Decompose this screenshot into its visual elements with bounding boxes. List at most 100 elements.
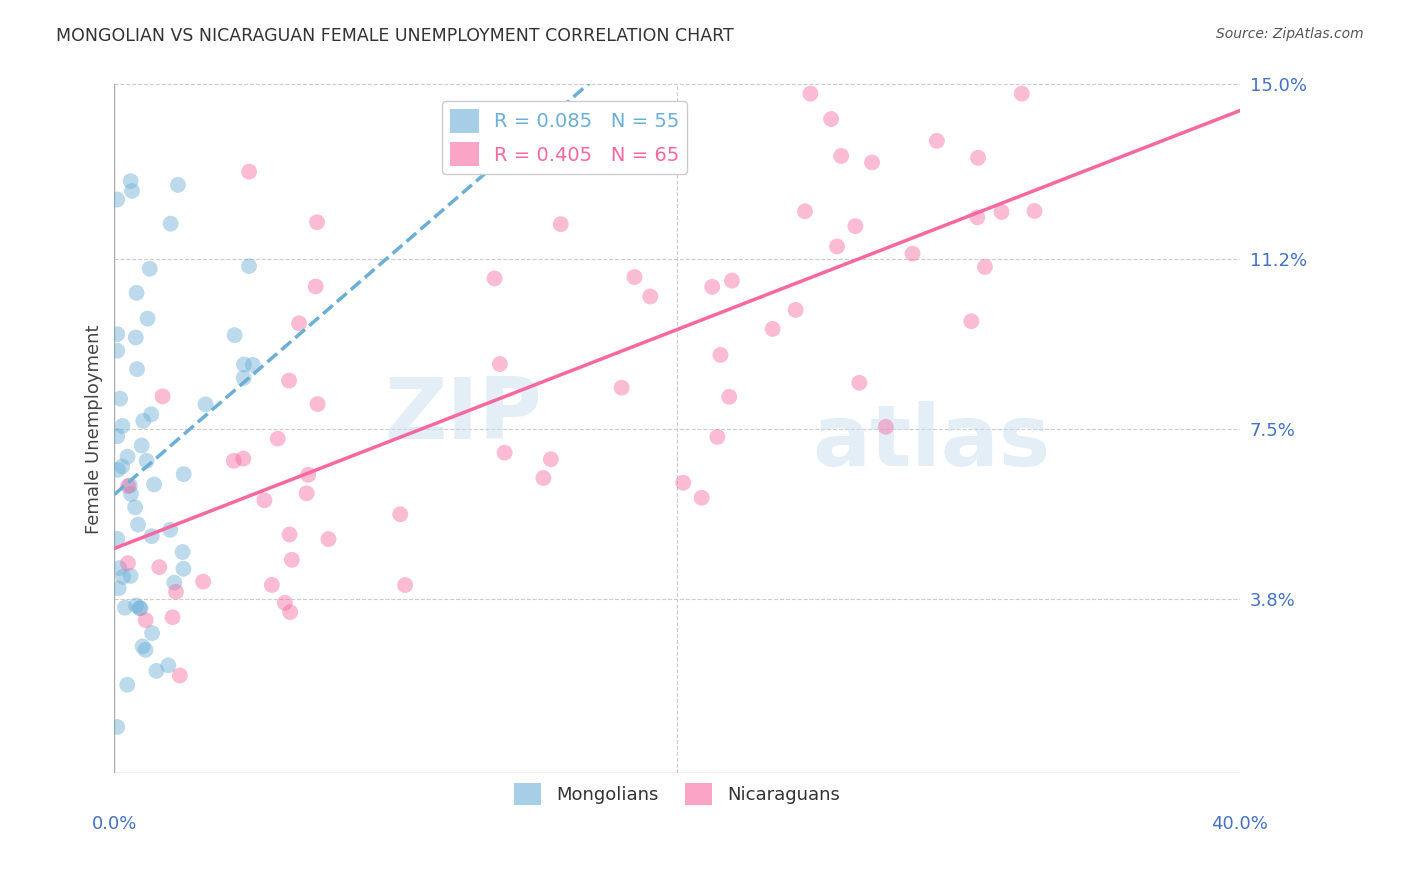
- Point: [278, 374, 301, 388]
- Point: [990, 205, 1012, 219]
- Point: [222, 454, 245, 468]
- Text: 0.0%: 0.0%: [91, 814, 138, 832]
- Point: [124, 500, 146, 515]
- Point: [105, 720, 128, 734]
- Point: [967, 151, 990, 165]
- Point: [173, 467, 195, 482]
- Point: [121, 184, 143, 198]
- Point: [125, 330, 148, 344]
- Point: [531, 471, 554, 485]
- Point: [167, 178, 190, 192]
- Point: [281, 553, 304, 567]
- Point: [232, 371, 254, 385]
- Point: [135, 613, 157, 627]
- Point: [825, 239, 848, 253]
- Point: [550, 217, 572, 231]
- Y-axis label: Female Unemployment: Female Unemployment: [86, 324, 103, 533]
- Text: Source: ZipAtlas.com: Source: ZipAtlas.com: [1216, 27, 1364, 41]
- Point: [105, 193, 128, 207]
- Point: [267, 432, 290, 446]
- Point: [794, 204, 817, 219]
- Point: [127, 517, 149, 532]
- Point: [672, 475, 695, 490]
- Point: [107, 463, 129, 477]
- Point: [117, 479, 139, 493]
- Point: [114, 600, 136, 615]
- Point: [134, 643, 156, 657]
- Point: [152, 389, 174, 403]
- Point: [925, 134, 948, 148]
- Point: [785, 302, 807, 317]
- Point: [172, 545, 194, 559]
- Point: [610, 381, 633, 395]
- Point: [145, 664, 167, 678]
- Point: [163, 575, 186, 590]
- Point: [132, 414, 155, 428]
- Point: [848, 376, 870, 390]
- Point: [120, 174, 142, 188]
- Point: [389, 508, 412, 522]
- Point: [799, 87, 821, 101]
- Point: [718, 390, 741, 404]
- Point: [131, 438, 153, 452]
- Point: [844, 219, 866, 234]
- Point: [148, 560, 170, 574]
- Point: [105, 532, 128, 546]
- Point: [307, 397, 329, 411]
- Point: [623, 270, 645, 285]
- Point: [128, 601, 150, 615]
- Point: [278, 527, 301, 541]
- Point: [169, 668, 191, 682]
- Point: [111, 418, 134, 433]
- Point: [274, 596, 297, 610]
- Point: [118, 478, 141, 492]
- Point: [165, 584, 187, 599]
- Point: [105, 343, 128, 358]
- Point: [830, 149, 852, 163]
- Point: [702, 280, 724, 294]
- Point: [966, 211, 988, 225]
- Point: [278, 605, 301, 619]
- Point: [139, 261, 162, 276]
- Point: [974, 260, 997, 274]
- Point: [484, 271, 506, 285]
- Point: [159, 523, 181, 537]
- Point: [288, 316, 311, 330]
- Point: [305, 215, 328, 229]
- Point: [141, 626, 163, 640]
- Point: [107, 582, 129, 596]
- Point: [260, 578, 283, 592]
- Point: [141, 529, 163, 543]
- Point: [105, 327, 128, 342]
- Point: [136, 311, 159, 326]
- Point: [125, 285, 148, 300]
- Text: ZIP: ZIP: [384, 374, 543, 457]
- Point: [172, 562, 194, 576]
- Point: [820, 112, 842, 126]
- Point: [232, 451, 254, 466]
- Point: [1011, 87, 1033, 101]
- Point: [120, 487, 142, 501]
- Point: [318, 532, 340, 546]
- Point: [721, 274, 744, 288]
- Point: [108, 392, 131, 406]
- Point: [297, 467, 319, 482]
- Point: [105, 429, 128, 443]
- Point: [224, 328, 246, 343]
- Point: [159, 217, 181, 231]
- Point: [117, 450, 139, 464]
- Point: [115, 678, 138, 692]
- Point: [860, 155, 883, 169]
- Point: [394, 578, 416, 592]
- Point: [135, 454, 157, 468]
- Point: [191, 574, 214, 589]
- Point: [125, 362, 148, 376]
- Point: [494, 445, 516, 459]
- Point: [242, 358, 264, 372]
- Point: [1024, 204, 1046, 219]
- Point: [162, 610, 184, 624]
- Point: [194, 397, 217, 411]
- Point: [295, 486, 318, 500]
- Point: [901, 246, 924, 260]
- Point: [706, 430, 728, 444]
